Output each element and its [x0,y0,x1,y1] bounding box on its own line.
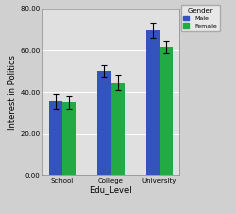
Legend: Male, Female: Male, Female [181,5,220,31]
Bar [62,103,76,175]
Y-axis label: Interest in Politics: Interest in Politics [8,55,17,129]
Bar [160,47,173,175]
X-axis label: Edu_Level: Edu_Level [90,185,132,194]
Bar [97,71,111,175]
Bar [146,30,160,175]
Bar [111,83,125,175]
Bar [49,101,62,175]
